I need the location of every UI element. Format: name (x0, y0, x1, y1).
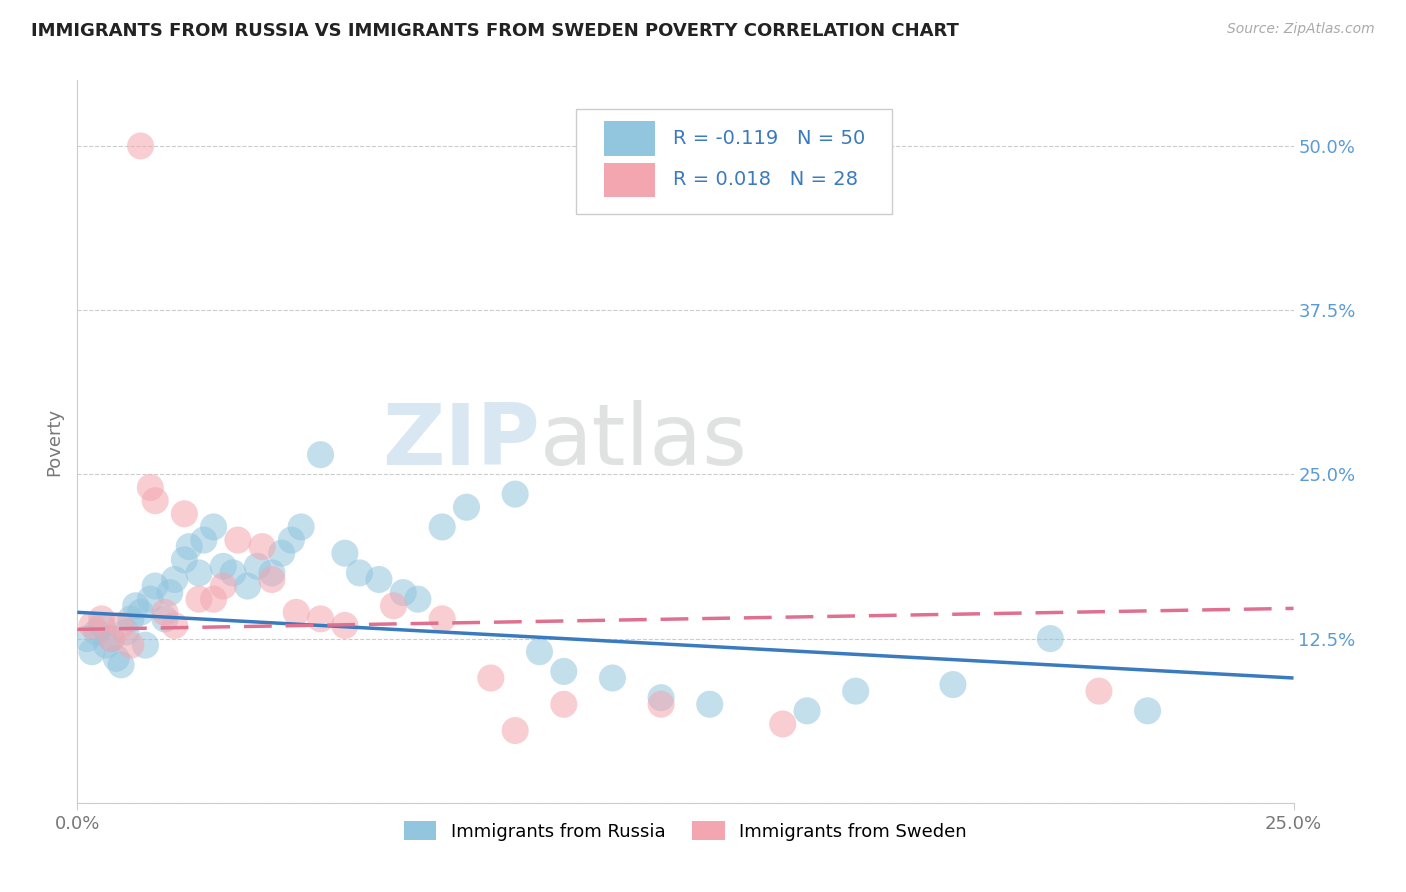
Point (120, 638, 142, 652)
Point (349, 566, 371, 580)
Point (125, 599, 148, 613)
Point (139, 592, 162, 607)
Point (845, 684, 868, 698)
Point (309, 448, 332, 462)
Point (173, 553, 195, 567)
Point (153, 605, 176, 619)
Point (430, 612, 453, 626)
Point (553, 665, 575, 679)
Point (86, 625, 108, 640)
Point (179, 540, 201, 554)
Text: R = -0.119   N = 50: R = -0.119 N = 50 (673, 129, 866, 148)
Point (222, 566, 245, 580)
Point (250, 540, 273, 554)
Point (115, 625, 138, 640)
Point (553, 698, 575, 712)
Text: R = 0.018   N = 28: R = 0.018 N = 28 (673, 170, 858, 189)
Text: Source: ZipAtlas.com: Source: ZipAtlas.com (1227, 22, 1375, 37)
Point (134, 638, 156, 652)
Point (80, 645, 103, 659)
Point (290, 520, 312, 534)
Point (368, 573, 391, 587)
Point (503, 487, 526, 501)
Point (236, 579, 259, 593)
Point (143, 579, 166, 593)
Point (173, 507, 195, 521)
Point (382, 599, 405, 613)
Text: ZIP: ZIP (382, 400, 540, 483)
Point (105, 651, 128, 665)
Point (772, 717, 794, 731)
Point (650, 690, 672, 705)
Point (270, 546, 292, 560)
Point (159, 585, 181, 599)
Point (143, 493, 166, 508)
Y-axis label: Poverty: Poverty (45, 408, 63, 475)
Point (129, 605, 152, 619)
Text: atlas: atlas (540, 400, 748, 483)
Point (212, 579, 235, 593)
Legend: Immigrants from Russia, Immigrants from Sweden: Immigrants from Russia, Immigrants from … (396, 814, 974, 848)
Point (309, 612, 332, 626)
Point (1136, 704, 1159, 718)
Point (1039, 632, 1062, 646)
Point (188, 566, 211, 580)
Point (212, 559, 235, 574)
Point (1088, 684, 1111, 698)
Point (110, 618, 132, 632)
Point (100, 632, 122, 646)
Point (163, 573, 186, 587)
Point (246, 559, 269, 574)
Point (285, 605, 308, 619)
Point (430, 520, 453, 534)
Point (80, 618, 103, 632)
Point (120, 612, 142, 626)
Point (193, 533, 215, 547)
Point (529, 645, 551, 659)
Point (280, 533, 302, 547)
Point (76, 632, 98, 646)
Point (163, 618, 186, 632)
Point (392, 585, 415, 599)
Point (650, 698, 672, 712)
Point (226, 533, 249, 547)
Bar (605, 121, 655, 156)
Point (90, 612, 112, 626)
Bar (605, 162, 655, 197)
Point (100, 632, 122, 646)
Point (503, 723, 526, 738)
Point (333, 546, 356, 560)
Point (110, 657, 132, 672)
Point (333, 618, 356, 632)
Point (479, 671, 502, 685)
Text: IMMIGRANTS FROM RUSSIA VS IMMIGRANTS FROM SWEDEN POVERTY CORRELATION CHART: IMMIGRANTS FROM RUSSIA VS IMMIGRANTS FRO… (31, 22, 959, 40)
Point (90, 618, 112, 632)
Point (796, 704, 818, 718)
Point (188, 592, 211, 607)
Point (456, 500, 478, 515)
Point (942, 677, 965, 691)
Point (699, 698, 721, 712)
Point (139, 481, 162, 495)
FancyBboxPatch shape (576, 109, 893, 214)
Point (96, 638, 118, 652)
Point (260, 566, 283, 580)
Point (260, 573, 283, 587)
Point (406, 592, 429, 607)
Point (129, 139, 152, 153)
Point (602, 671, 624, 685)
Point (202, 520, 225, 534)
Point (202, 592, 225, 607)
Point (153, 612, 176, 626)
